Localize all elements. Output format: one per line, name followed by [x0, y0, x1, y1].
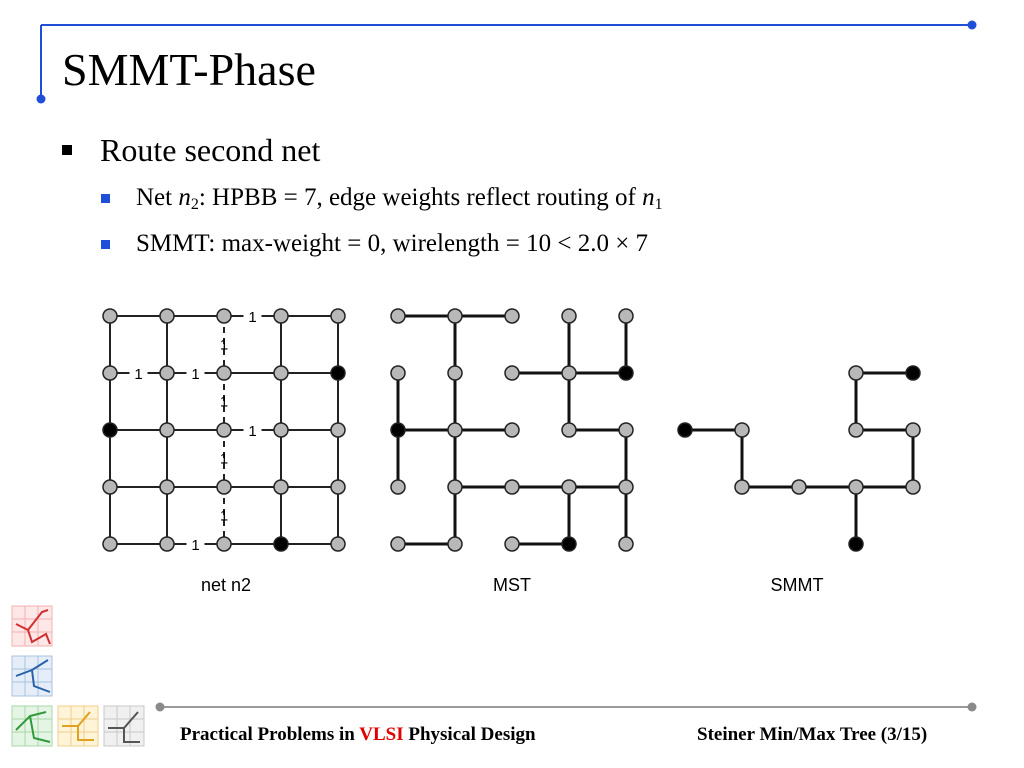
edge-weight-label: 1 [220, 508, 228, 525]
grid-node [330, 479, 346, 495]
caption-net-n2: net n2 [200, 575, 252, 595]
edge-weight-label: 1 [220, 451, 228, 468]
pin-node [273, 536, 289, 552]
edge-weight-label: 1 [134, 366, 142, 383]
grid-node [273, 422, 289, 438]
grid-node [330, 308, 346, 324]
mst-node [390, 308, 406, 324]
mst-node [561, 479, 577, 495]
smmt-node [905, 422, 921, 438]
footer-left: Practical Problems in VLSI Physical Desi… [180, 724, 536, 745]
edge-weight-label: 1 [220, 394, 228, 411]
grid-node [330, 536, 346, 552]
grid-node [216, 536, 232, 552]
mst-node [561, 422, 577, 438]
footer-dot-right [967, 702, 977, 712]
bullet-main-text: Route second net [100, 131, 321, 168]
sub-bullet-2: SMMT: max-weight = 0, wirelength = 10 < … [101, 228, 648, 260]
smmt-node [848, 479, 864, 495]
bullet-square-icon [101, 193, 110, 203]
caption-smmt: SMMT [770, 575, 824, 595]
grid-node [273, 308, 289, 324]
grid-node [159, 536, 175, 552]
mst-node [618, 308, 634, 324]
mst-node [447, 365, 463, 381]
pin-node [905, 365, 921, 381]
accent-dot-right [967, 20, 977, 30]
footer-dot-left [155, 702, 165, 712]
routing-figure: 1 1 1 1 1 1 1 1 1 [102, 308, 921, 554]
mst-node [618, 479, 634, 495]
mst-node [390, 536, 406, 552]
logo-icon [11, 605, 145, 747]
mst-node [390, 479, 406, 495]
edge-weight-label: 1 [191, 537, 199, 554]
grid-node [216, 422, 232, 438]
mst-node [561, 365, 577, 381]
grid-node [159, 479, 175, 495]
sub-bullet-1: Net n2: HPBB = 7, edge weights reflect r… [101, 182, 663, 214]
smmt-node [734, 479, 750, 495]
mst-node [561, 308, 577, 324]
grid-node [216, 365, 232, 381]
sub-bullet-1-text: Net n2: HPBB = 7, edge weights reflect r… [136, 184, 663, 213]
grid-node [216, 479, 232, 495]
pin-node [390, 422, 406, 438]
smmt-node [905, 479, 921, 495]
pin-node [677, 422, 693, 438]
bullet-square-icon [62, 145, 72, 155]
grid-node [102, 308, 118, 324]
grid-node [159, 308, 175, 324]
footer-vlsi: VLSI [359, 724, 404, 745]
mst-node [504, 536, 520, 552]
grid-node [216, 308, 232, 324]
mst-node [447, 479, 463, 495]
mst-node [447, 308, 463, 324]
pin-node [618, 365, 634, 381]
smmt-node [791, 479, 807, 495]
mst-node [504, 308, 520, 324]
smmt-node [848, 365, 864, 381]
footer-right: Steiner Min/Max Tree (3/15) [697, 724, 928, 745]
pin-node [561, 536, 577, 552]
pin-node [848, 536, 864, 552]
mst-node [504, 422, 520, 438]
grid-node [102, 479, 118, 495]
edge-weight-label: 1 [248, 423, 256, 440]
grid-node [273, 479, 289, 495]
sub-bullet-2-text: SMMT: max-weight = 0, wirelength = 10 < … [136, 230, 649, 257]
mst-node [504, 479, 520, 495]
slide-title: SMMT-Phase [62, 44, 316, 95]
mst-node [618, 422, 634, 438]
smmt-node [848, 422, 864, 438]
accent-dot-left [36, 94, 46, 104]
grid-node [159, 365, 175, 381]
mst-node [447, 422, 463, 438]
mst-node [390, 365, 406, 381]
mst-node [504, 365, 520, 381]
mst-node [618, 536, 634, 552]
smmt-node [734, 422, 750, 438]
pin-node [330, 365, 346, 381]
mst-node [447, 536, 463, 552]
edge-weight-label: 1 [220, 337, 228, 354]
grid-node [159, 422, 175, 438]
grid-node [102, 536, 118, 552]
bullet-main: Route second net [62, 128, 320, 172]
grid-node [273, 365, 289, 381]
bullet-square-icon [101, 239, 110, 249]
caption-mst: MST [493, 575, 531, 595]
grid-node [102, 365, 118, 381]
edge-weight-label: 1 [191, 366, 199, 383]
grid-node [330, 422, 346, 438]
pin-node [102, 422, 118, 438]
edge-weight-label: 1 [248, 309, 256, 326]
